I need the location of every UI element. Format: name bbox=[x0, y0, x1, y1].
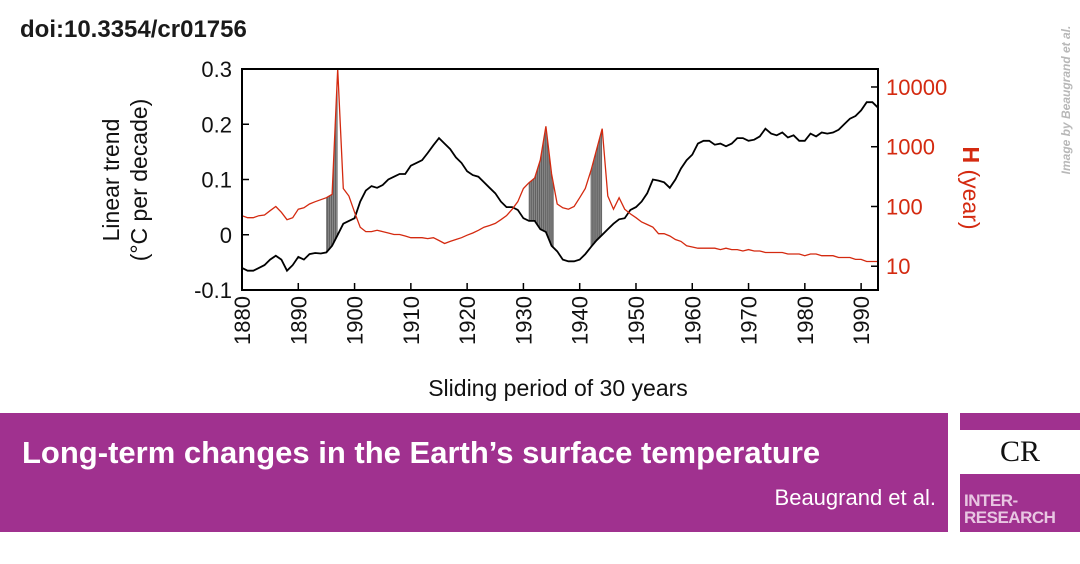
right-tick-label: 100 bbox=[886, 194, 923, 219]
publisher-logo-text: INTER- RESEARCH bbox=[964, 491, 1056, 527]
x-tick-label: 1910 bbox=[399, 296, 424, 345]
left-tick-label: -0.1 bbox=[194, 278, 232, 303]
axis-labels: Sliding period of 30 years Linear trend(°… bbox=[98, 99, 984, 401]
publisher-logo-line2: RESEARCH bbox=[964, 508, 1056, 527]
article-title: Long-term changes in the Earth’s surface… bbox=[22, 435, 821, 470]
left-axis-title: Linear trend(°C per decade) bbox=[98, 99, 152, 262]
left-tick-label: 0 bbox=[220, 223, 232, 248]
publisher-logo: INTER- RESEARCH bbox=[960, 474, 1080, 532]
journal-logo-cr: CR bbox=[960, 430, 1080, 474]
right-axis-title: H (year) bbox=[958, 146, 984, 229]
x-tick-label: 1970 bbox=[737, 296, 762, 345]
left-axis-title-line: (°C per decade) bbox=[126, 99, 152, 262]
x-tick-label: 1940 bbox=[568, 296, 593, 345]
left-tick-label: 0.3 bbox=[201, 57, 232, 82]
temperature-trend-chart: 1880 1890 1900 1910 1920 1930 1940 1950 1960 1970… bbox=[98, 57, 984, 401]
logo-top-strip bbox=[960, 413, 1080, 430]
linear-trend-line bbox=[241, 101, 879, 273]
x-tick-label: 1930 bbox=[511, 296, 536, 345]
x-tick-label: 1880 bbox=[230, 296, 255, 345]
doi-label: doi:10.3354/cr01756 bbox=[20, 16, 247, 43]
x-tick-label: 1950 bbox=[624, 296, 649, 345]
x-tick-label: 1960 bbox=[680, 296, 705, 345]
right-axis-title-symbol: H bbox=[958, 146, 984, 163]
left-axis-ticks: -0.1 0 0.1 0.2 0.3 bbox=[194, 57, 249, 303]
x-tick-label: 1980 bbox=[793, 296, 818, 345]
left-tick-label: 0.2 bbox=[201, 112, 232, 137]
h-index-line bbox=[241, 68, 878, 263]
right-axis-ticks: 10 100 1000 10000 bbox=[871, 75, 947, 279]
x-tick-label: 1990 bbox=[849, 296, 874, 345]
series-layer bbox=[241, 68, 879, 273]
right-tick-label: 10000 bbox=[886, 75, 947, 100]
publisher-logo-line1: INTER- bbox=[964, 491, 1018, 510]
left-tick-label: 0.1 bbox=[201, 168, 232, 193]
article-authors: Beaugrand et al. bbox=[774, 485, 936, 510]
left-axis-title-line: Linear trend bbox=[98, 119, 124, 242]
x-tick-label: 1920 bbox=[455, 296, 480, 345]
right-tick-label: 10 bbox=[886, 254, 910, 279]
right-tick-label: 1000 bbox=[886, 135, 935, 160]
right-axis-title-unit: (year) bbox=[958, 163, 984, 229]
x-tick-label: 1890 bbox=[286, 296, 311, 345]
x-axis-title: Sliding period of 30 years bbox=[428, 375, 688, 401]
title-banner: Long-term changes in the Earth’s surface… bbox=[0, 413, 948, 532]
x-tick-label: 1900 bbox=[343, 296, 368, 345]
x-axis-ticks: 1880 1890 1900 1910 1920 1930 1940 1950 1960 1970… bbox=[230, 283, 874, 345]
